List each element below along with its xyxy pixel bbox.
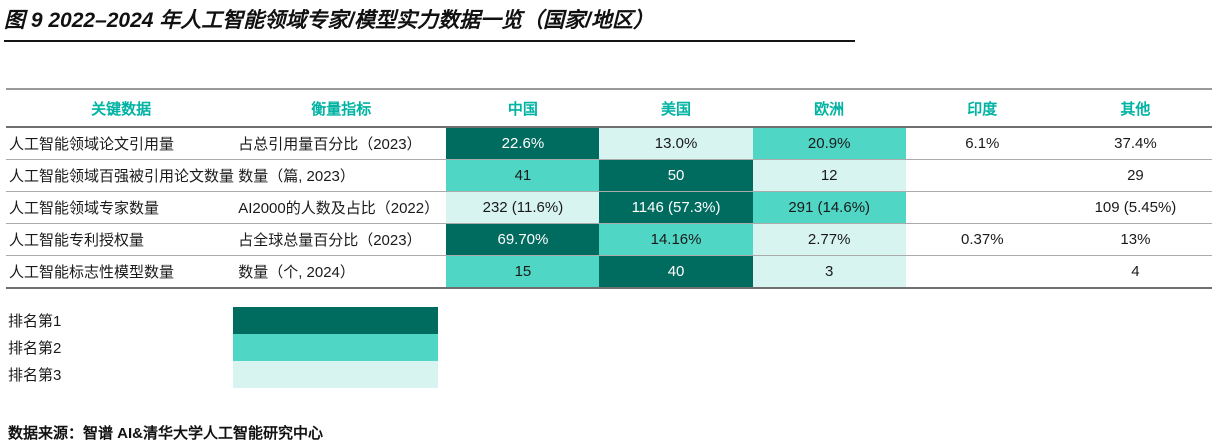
source-note: 数据来源：智谱 AI&清华大学人工智能研究中心 xyxy=(8,425,324,443)
column-header-other: 其他 xyxy=(1058,88,1212,129)
metric-cell: 人工智能标志性模型数量 xyxy=(6,255,237,290)
header-row: 关键数据 衡量指标 中国 美国 欧洲 印度 其他 xyxy=(6,88,1212,129)
value-cell-china: 41 xyxy=(446,159,600,193)
value-cell-europe: 20.9% xyxy=(752,127,906,161)
value-cell-usa: 14.16% xyxy=(599,223,753,257)
value-cell-other: 109 (5.45%) xyxy=(1058,191,1212,225)
metric-cell: 人工智能领域专家数量 xyxy=(6,191,237,225)
value-cell-other: 4 xyxy=(1058,255,1212,290)
value-cell-usa: 40 xyxy=(599,255,753,290)
value-cell-india xyxy=(905,159,1059,193)
indicator-cell: 占全球总量百分比（2023） xyxy=(236,223,447,257)
value-cell-china: 69.70% xyxy=(446,223,600,257)
table-row: 人工智能领域论文引用量 占总引用量百分比（2023） 22.6% 13.0% 2… xyxy=(6,127,1212,161)
value-cell-india: 6.1% xyxy=(905,127,1059,161)
value-cell-other: 13% xyxy=(1058,223,1212,257)
column-header-usa: 美国 xyxy=(599,88,753,129)
value-cell-europe: 3 xyxy=(752,255,906,290)
table-row: 人工智能专利授权量 占全球总量百分比（2023） 69.70% 14.16% 2… xyxy=(6,223,1212,257)
value-cell-india: 0.37% xyxy=(905,223,1059,257)
legend-swatch-rank3 xyxy=(233,361,438,389)
value-cell-india xyxy=(905,255,1059,290)
column-header-indicator: 衡量指标 xyxy=(236,88,447,129)
column-header-key-data: 关键数据 xyxy=(6,88,237,129)
table-row: 人工智能标志性模型数量 数量（个, 2024） 15 40 3 4 xyxy=(6,255,1212,290)
column-header-india: 印度 xyxy=(905,88,1059,129)
rank-legend: 排名第1 排名第2 排名第3 xyxy=(8,307,1220,389)
legend-item: 排名第1 xyxy=(8,307,1220,335)
value-cell-other: 37.4% xyxy=(1058,127,1212,161)
value-cell-usa: 50 xyxy=(599,159,753,193)
legend-label-rank3: 排名第3 xyxy=(8,367,62,385)
indicator-cell: 数量（个, 2024） xyxy=(236,255,447,290)
value-cell-china: 22.6% xyxy=(446,127,600,161)
figure-title: 图 9 2022–2024 年人工智能领域专家/模型实力数据一览（国家/地区） xyxy=(4,8,855,43)
column-header-europe: 欧洲 xyxy=(752,88,906,129)
value-cell-china: 232 (11.6%) xyxy=(446,191,600,225)
legend-swatch-rank1 xyxy=(233,307,438,335)
value-cell-other: 29 xyxy=(1058,159,1212,193)
indicator-cell: 数量（篇, 2023） xyxy=(236,159,447,193)
value-cell-china: 15 xyxy=(446,255,600,290)
legend-item: 排名第2 xyxy=(8,334,1220,362)
table-row: 人工智能领域百强被引用论文数量 数量（篇, 2023） 41 50 12 29 xyxy=(6,159,1212,193)
value-cell-usa: 13.0% xyxy=(599,127,753,161)
data-table: 关键数据 衡量指标 中国 美国 欧洲 印度 其他 人工智能领域论文引用量 占总引… xyxy=(6,88,1212,290)
metric-cell: 人工智能领域百强被引用论文数量 xyxy=(6,159,237,193)
legend-label-rank2: 排名第2 xyxy=(8,340,62,358)
value-cell-europe: 2.77% xyxy=(752,223,906,257)
legend-item: 排名第3 xyxy=(8,361,1220,389)
legend-swatch-rank2 xyxy=(233,334,438,362)
value-cell-india xyxy=(905,191,1059,225)
value-cell-europe: 12 xyxy=(752,159,906,193)
metric-cell: 人工智能领域论文引用量 xyxy=(6,127,237,161)
legend-label-rank1: 排名第1 xyxy=(8,313,62,331)
indicator-cell: AI2000的人数及占比（2022） xyxy=(236,191,447,225)
value-cell-europe: 291 (14.6%) xyxy=(752,191,906,225)
metric-cell: 人工智能专利授权量 xyxy=(6,223,237,257)
indicator-cell: 占总引用量百分比（2023） xyxy=(236,127,447,161)
value-cell-usa: 1146 (57.3%) xyxy=(599,191,753,225)
column-header-china: 中国 xyxy=(446,88,600,129)
table-row: 人工智能领域专家数量 AI2000的人数及占比（2022） 232 (11.6%… xyxy=(6,191,1212,225)
